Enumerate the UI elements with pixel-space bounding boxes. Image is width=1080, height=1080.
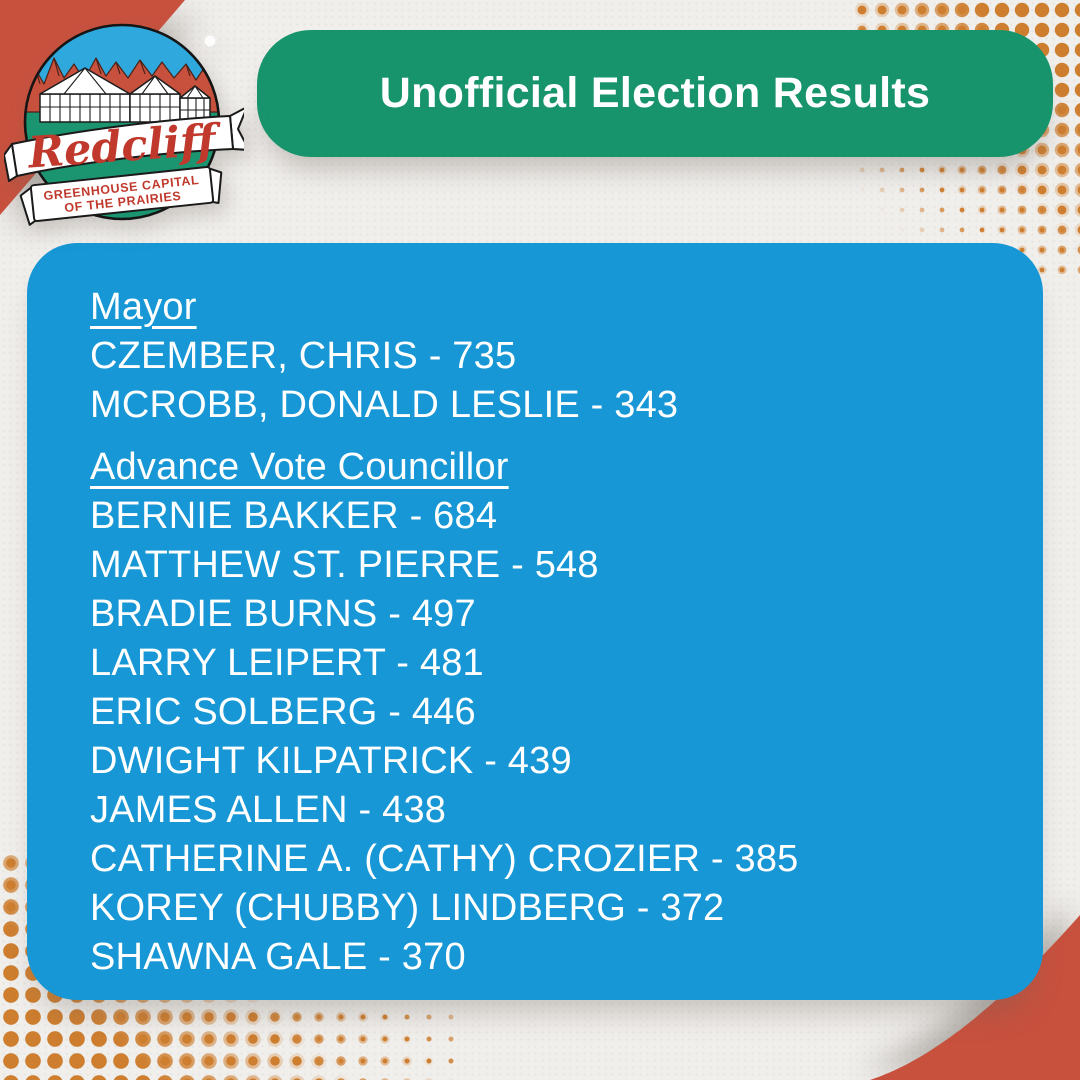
redcliff-logo: Redcliff GREENHOUSE CAPITAL OF THE PRAIR… [4,23,244,226]
result-row: ERIC SOLBERG - 446 [90,691,476,733]
logo-main-ribbon: Redcliff [4,107,244,182]
result-row: CATHERINE A. (CATHY) CROZIER - 385 [90,838,799,880]
result-row: KOREY (CHUBBY) LINDBERG - 372 [90,887,725,929]
red-blob-shape [870,915,1080,1080]
result-row: BERNIE BAKKER - 684 [90,495,498,537]
result-row: DWIGHT KILPATRICK - 439 [90,740,572,782]
result-row: CZEMBER, CHRIS - 735 [90,335,517,377]
greenhouse-icon [39,67,211,123]
title-banner: Unofficial Election Results [257,30,1053,157]
result-row: MATTHEW ST. PIERRE - 548 [90,544,599,586]
result-row: JAMES ALLEN - 438 [90,789,447,831]
sparkle-dot [204,35,216,47]
corner-accent-bottom-right [870,915,1080,1080]
result-row: BRADIE BURNS - 497 [90,593,476,635]
section-mayor: Mayor CZEMBER, CHRIS - 735 MCROBB, DONAL… [90,283,993,430]
section-heading-mayor: Mayor [90,286,197,328]
page-title: Unofficial Election Results [379,69,931,117]
result-row: SHAWNA GALE - 370 [90,936,466,978]
cliff-crevices [35,57,191,85]
section-advance-vote-councillor: Advance Vote Councillor BERNIE BAKKER - … [90,443,993,982]
result-row: LARRY LEIPERT - 481 [90,642,484,684]
section-heading-councillor: Advance Vote Councillor [90,446,509,488]
results-panel: Mayor CZEMBER, CHRIS - 735 MCROBB, DONAL… [27,243,1043,1000]
result-row: MCROBB, DONALD LESLIE - 343 [90,384,679,426]
